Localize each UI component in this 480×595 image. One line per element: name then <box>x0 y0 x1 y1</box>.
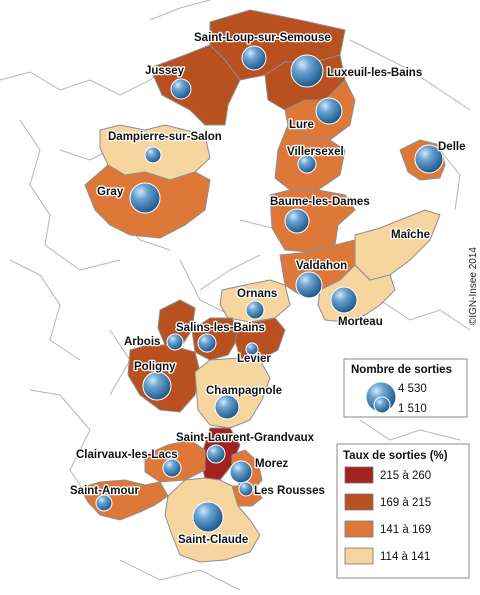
label-saint-amour: Saint-Amour <box>70 485 140 497</box>
label-luxeuil: Luxeuil-les-Bains <box>327 67 422 79</box>
label-gray: Gray <box>97 186 124 198</box>
zone-labels: Saint-Loup-sur-Semouse Jussey Luxeuil-le… <box>69 31 467 548</box>
zones <box>79 9 446 563</box>
credit: ©IGN-Insee 2014 <box>468 247 479 325</box>
label-lure: Lure <box>289 119 314 131</box>
zone-maiche <box>354 209 441 281</box>
legend-swatch-4 <box>344 547 374 565</box>
bubble-salins <box>197 333 217 353</box>
label-valdahon: Valdahon <box>296 260 347 272</box>
bubble-valdahon <box>295 271 323 299</box>
label-delle: Delle <box>438 141 466 153</box>
label-saint-loup: Saint-Loup-sur-Semouse <box>194 32 331 44</box>
legend-size-min: 1 510 <box>398 403 427 415</box>
label-ornans: Ornans <box>237 288 277 300</box>
zone-baume <box>269 189 356 253</box>
bubble-villersexel <box>297 154 317 174</box>
bubble-clairvaux <box>162 458 182 478</box>
label-clairvaux: Clairvaux-les-Lacs <box>76 449 178 461</box>
bubble-gray <box>129 182 161 214</box>
bubbles <box>95 45 444 533</box>
bubble-saint-laurent <box>206 444 226 464</box>
legend-rate-title: Taux de sorties (%) <box>343 450 448 462</box>
legend-rate-label-1: 215 à 260 <box>380 470 431 482</box>
label-maiche: Maîche <box>391 229 430 241</box>
bubble-saint-loup <box>241 45 267 71</box>
label-morteau: Morteau <box>338 316 383 328</box>
legend-swatch-1 <box>344 466 374 484</box>
legend-size-max: 4 530 <box>398 383 427 395</box>
bubble-saint-amour <box>95 494 113 512</box>
bubble-champagnole <box>214 394 240 420</box>
legend-swatch-2 <box>344 493 374 511</box>
bubble-luxeuil <box>290 54 324 88</box>
label-champagnole: Champagnole <box>206 385 282 397</box>
legend-rate-label-4: 114 à 141 <box>380 551 430 563</box>
label-dampierre: Dampierre-sur-Salon <box>108 131 222 143</box>
zone-jussey <box>149 44 241 126</box>
label-levier: Levier <box>237 353 271 365</box>
bubble-delle <box>414 144 444 174</box>
legend-size-title: Nombre de sorties <box>351 364 452 376</box>
label-salins: Salins-les-Bains <box>176 322 265 334</box>
bubble-levier <box>245 342 259 356</box>
label-jussey: Jussey <box>145 65 185 77</box>
legend-rate: Taux de sorties (%) 215 à 260 169 à 215 … <box>336 443 470 579</box>
background-borders <box>0 0 471 591</box>
bubble-jussey <box>170 78 192 100</box>
label-saint-laurent: Saint-Laurent-Grandvaux <box>176 432 315 444</box>
bubble-morteau <box>330 286 358 314</box>
legend-rate-label-3: 141 à 169 <box>380 524 431 536</box>
zone-champagnole <box>194 357 271 429</box>
bubble-poligny <box>142 371 172 401</box>
legend-size: Nombre de sorties 4 530 1 510 <box>343 358 468 418</box>
bubble-ornans <box>245 300 265 320</box>
legend-bubble-min <box>373 396 391 414</box>
bubble-dampierre <box>144 146 162 164</box>
label-saint-claude: Saint-Claude <box>178 534 248 546</box>
bubble-lure <box>315 97 343 125</box>
label-arbois: Arbois <box>124 336 160 348</box>
bubble-les-rousses <box>238 481 254 497</box>
label-poligny: Poligny <box>134 361 176 373</box>
bubble-baume <box>284 208 310 234</box>
label-baume: Baume-les-Dames <box>270 196 370 208</box>
label-les-rousses: Les Rousses <box>254 485 325 497</box>
bubble-arbois <box>166 333 184 351</box>
bubble-saint-claude <box>192 501 224 533</box>
legend-size-box <box>343 358 468 418</box>
label-villersexel: Villersexel <box>287 146 344 158</box>
label-morez: Morez <box>255 458 288 470</box>
zone-arbois <box>157 299 196 349</box>
legend-rate-label-2: 169 à 215 <box>380 497 431 509</box>
legend-swatch-3 <box>344 520 374 538</box>
bubble-morez <box>229 460 253 484</box>
